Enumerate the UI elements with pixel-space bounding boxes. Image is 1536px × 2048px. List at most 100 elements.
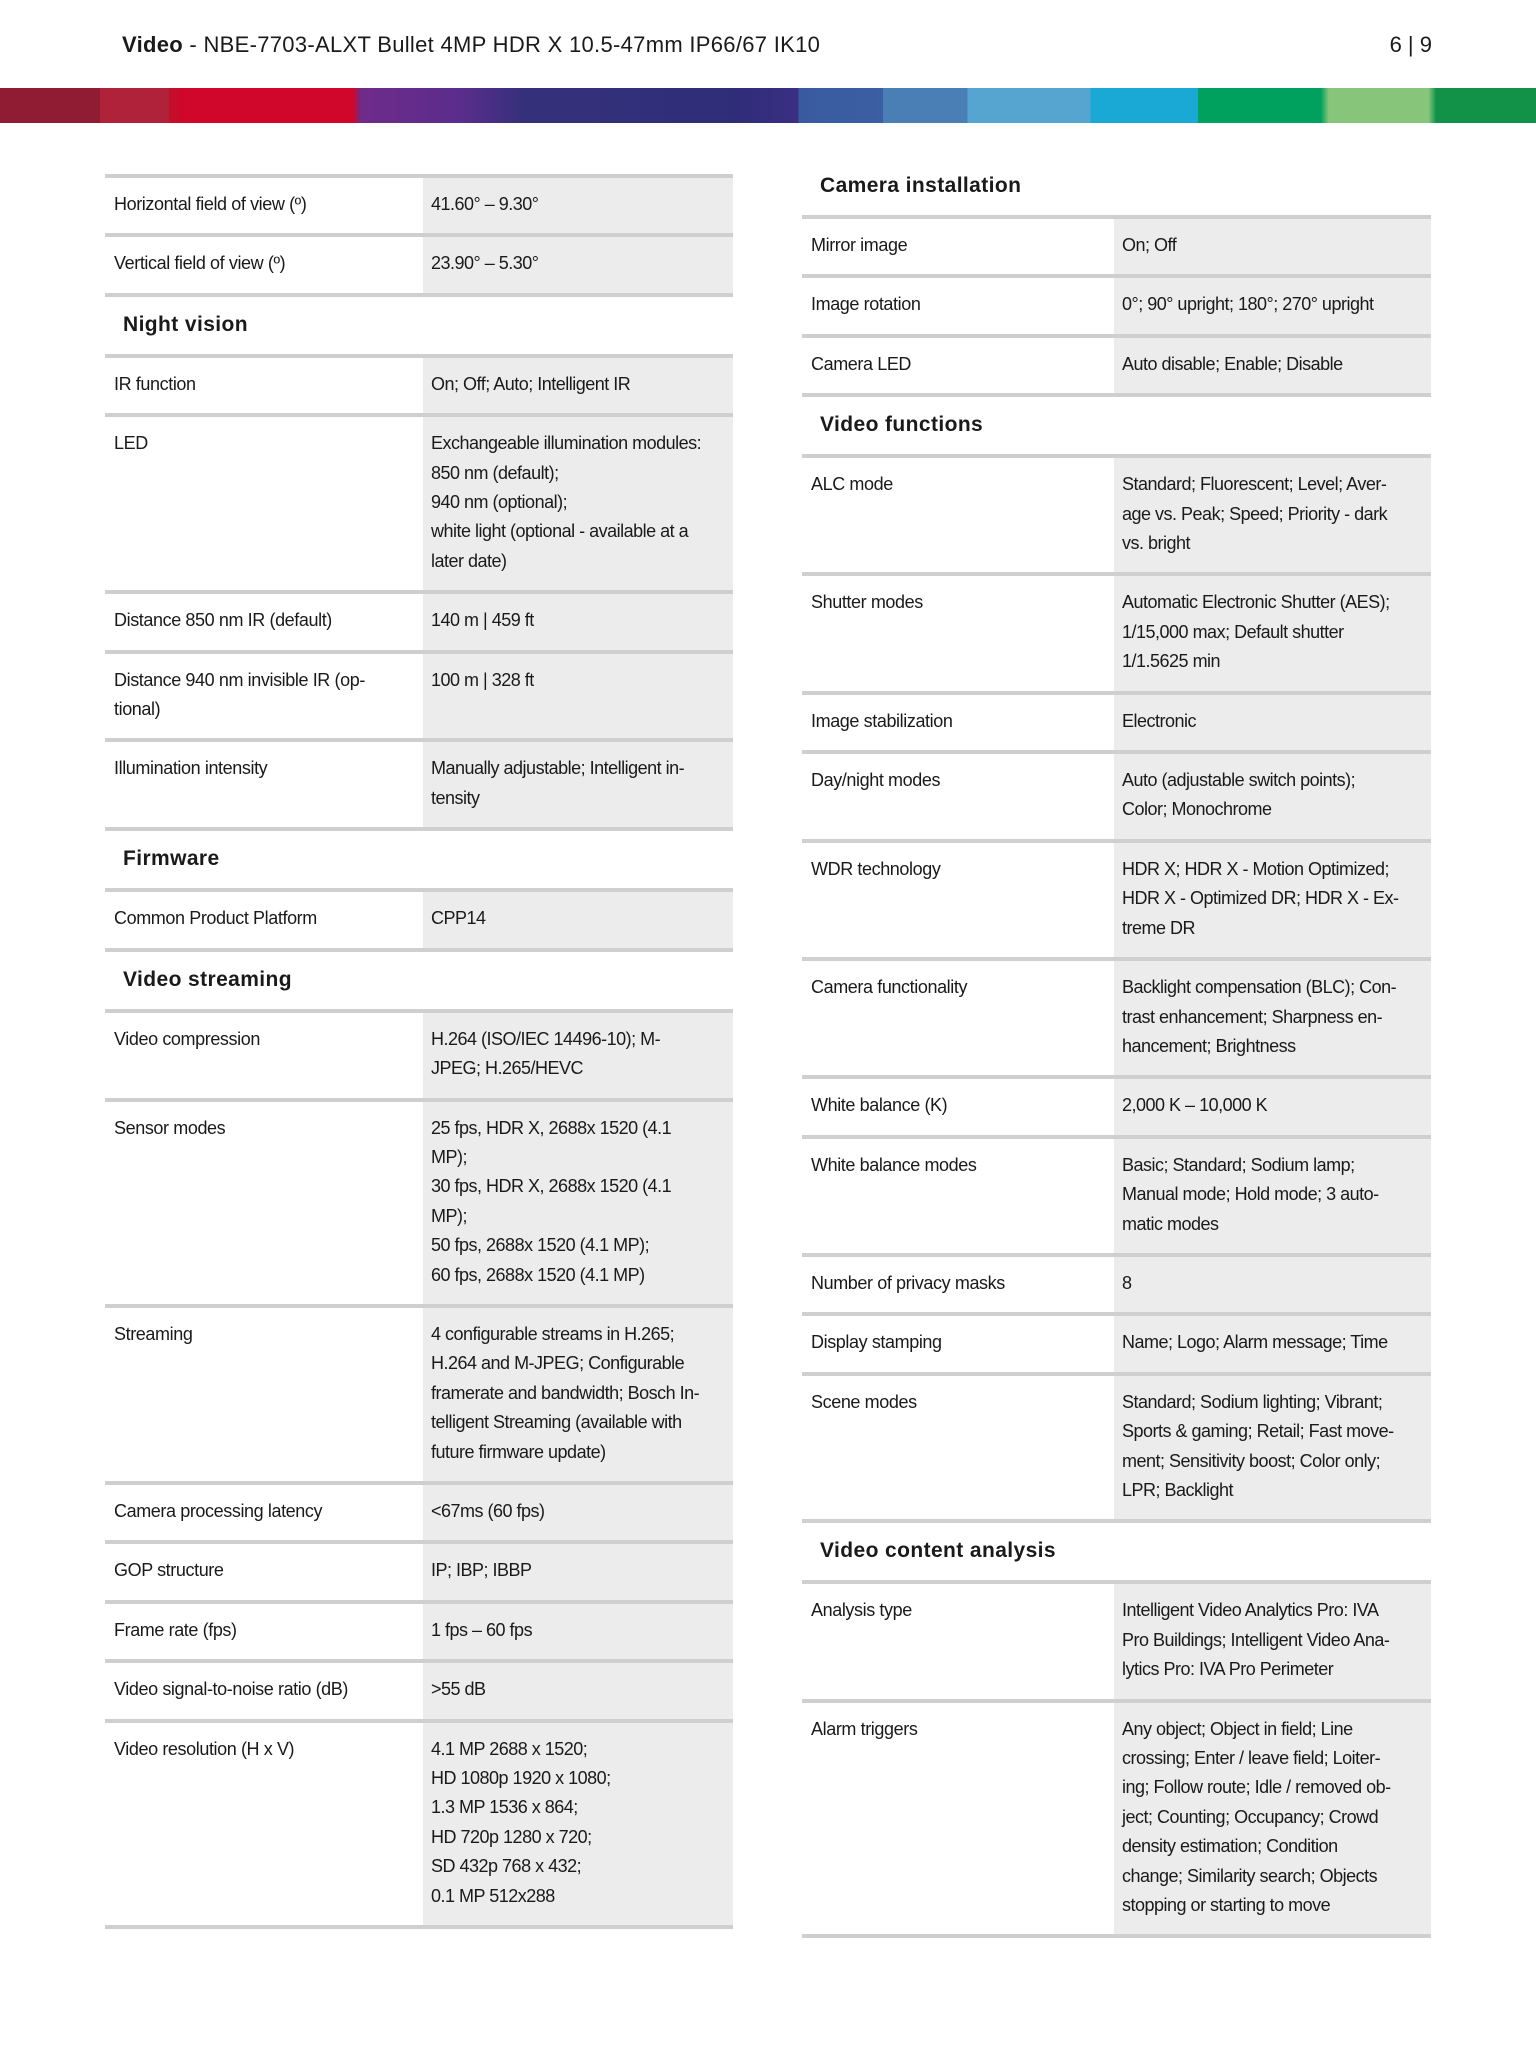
spec-row: Horizontal field of view (º) 41.60° – 9.3…	[105, 174, 733, 234]
document-header: Video - NBE-7703-ALXT Bullet 4MP HDR X 1…	[122, 32, 820, 58]
spec-label: Illumination intensity	[114, 758, 268, 779]
spec-value: Intelligent Video Analytics Pro: IVA Pro…	[1114, 1584, 1431, 1699]
spec-label: LED	[114, 433, 148, 454]
spec-label: White balance (K)	[811, 1095, 948, 1116]
spec-label: WDR technology	[811, 858, 941, 879]
spec-label: Scene modes	[811, 1391, 917, 1412]
spec-label: Distance 940 nm invisible IR (op- tional…	[114, 669, 365, 720]
spec-row: Camera processing latency <67ms (60 fps)	[105, 1480, 733, 1541]
brand-color-bar	[0, 88, 1536, 123]
spec-row: Vertical field of view (º) 23.90° – 5.30°	[105, 233, 733, 293]
spec-value: CPP14	[423, 892, 733, 948]
spec-row: Number of privacy masks 8	[802, 1252, 1431, 1313]
header-product-title: - NBE-7703-ALXT Bullet 4MP HDR X 10.5-47…	[183, 32, 821, 57]
spec-row: Day/night modes Auto (adjustable switch p…	[802, 750, 1431, 839]
spec-row: Video compression H.264 (ISO/IEC 14496-10…	[105, 1008, 733, 1098]
spec-value: Automatic Electronic Shutter (AES); 1/15…	[1114, 576, 1431, 691]
section-heading: Video streaming	[105, 947, 733, 1009]
spec-value: 100 m | 328 ft	[423, 653, 733, 739]
spec-row: Sensor modes 25 fps, HDR X, 2688x 1520 (4…	[105, 1097, 733, 1304]
spec-value: On; Off; Auto; Intelligent IR	[423, 357, 733, 414]
header-category: Video	[122, 32, 184, 57]
spec-label: Common Product Platform	[114, 908, 317, 929]
spec-value: IP; IBP; IBBP	[423, 1544, 733, 1600]
spec-row: ALC mode Standard; Fluorescent; Level; Av…	[802, 454, 1431, 573]
spec-row: Illumination intensity Manually adjustabl…	[105, 738, 733, 828]
spec-row: Mirror image On; Off	[802, 215, 1431, 275]
spec-value: 140 m | 459 ft	[423, 594, 733, 650]
spec-row: Image stabilization Electronic	[802, 690, 1431, 751]
spec-row: Distance 850 nm IR (default) 140 m | 459 …	[105, 590, 733, 650]
spec-row: Alarm triggers Any object; Object in fiel…	[802, 1698, 1431, 1939]
spec-label: Shutter modes	[811, 592, 923, 613]
left-spec-column: Horizontal field of view (º) 41.60° – 9.3…	[105, 174, 733, 1930]
spec-label: Alarm triggers	[811, 1718, 918, 1739]
spec-row: Video resolution (H x V) 4.1 MP 2688 x 15…	[105, 1718, 733, 1930]
section-heading: Camera installation	[820, 174, 1022, 197]
spec-label: White balance modes	[811, 1154, 977, 1175]
spec-label: Frame rate (fps)	[114, 1619, 237, 1640]
spec-value: 4.1 MP 2688 x 1520; HD 1080p 1920 x 1080…	[423, 1722, 733, 1926]
section-heading: Night vision	[105, 292, 733, 354]
section-heading: Firmware	[105, 827, 733, 888]
spec-label: Horizontal field of view (º)	[114, 194, 307, 214]
spec-label: Video signal-to-noise ratio (dB)	[114, 1679, 348, 1700]
spec-row: IR function On; Off; Auto; Intelligent IR	[105, 353, 733, 414]
spec-value: Auto (adjustable switch points); Color; …	[1114, 754, 1431, 839]
spec-label: IR function	[114, 373, 196, 394]
spec-value: On; Off	[1114, 219, 1431, 275]
spec-row: White balance modes Basic; Standard; Sodi…	[802, 1134, 1431, 1253]
spec-label: Vertical field of view (º)	[114, 253, 286, 274]
spec-value: <67ms (60 fps)	[423, 1484, 733, 1541]
spec-label: Camera LED	[811, 353, 912, 374]
spec-value: HDR X; HDR X - Motion Optimized; HDR X -…	[1114, 842, 1431, 958]
spec-label: Camera functionality	[811, 977, 968, 998]
section-heading: Video content analysis	[802, 1519, 1431, 1580]
spec-row: Video signal-to-noise ratio (dB) >55 dB	[105, 1659, 733, 1719]
spec-row: Camera LED Auto disable; Enable; Disable	[802, 333, 1431, 394]
spec-value: >55 dB	[423, 1663, 733, 1719]
spec-label: Analysis type	[811, 1600, 912, 1621]
spec-value: 0°; 90° upright; 180°; 270° upright	[1114, 278, 1431, 334]
spec-value: 2,000 K – 10,000 K	[1114, 1079, 1431, 1135]
spec-value: 25 fps, HDR X, 2688x 1520 (4.1 MP); 30 f…	[423, 1101, 733, 1304]
spec-value: Backlight compensation (BLC); Con- trast…	[1114, 961, 1431, 1076]
spec-row: LED Exchangeable illumination modules: 85…	[105, 413, 733, 591]
spec-row: Streaming 4 configurable streams in H.265…	[105, 1303, 733, 1481]
spec-value: 41.60° – 9.30°	[423, 178, 733, 234]
spec-value: 23.90° – 5.30°	[423, 237, 733, 293]
spec-value: Exchangeable illumination modules: 850 n…	[423, 417, 733, 591]
spec-label: Number of privacy masks	[811, 1272, 1005, 1293]
spec-value: 8	[1114, 1256, 1431, 1313]
spec-row: WDR technology HDR X; HDR X - Motion Opti…	[802, 838, 1431, 958]
spec-row: Analysis type Intelligent Video Analytics…	[802, 1580, 1431, 1699]
spec-value: 4 configurable streams in H.265; H.264 a…	[423, 1307, 733, 1481]
spec-label: Sensor modes	[114, 1117, 226, 1138]
spec-label: ALC mode	[811, 474, 893, 495]
spec-label: Video compression	[114, 1028, 260, 1049]
spec-row: Scene modes Standard; Sodium lighting; Vi…	[802, 1371, 1431, 1520]
spec-row: White balance (K) 2,000 K – 10,000 K	[802, 1075, 1431, 1135]
spec-value: Electronic	[1114, 694, 1431, 751]
spec-label: Distance 850 nm IR (default)	[114, 610, 332, 631]
spec-label: Day/night modes	[811, 770, 941, 791]
spec-row: Common Product Platform CPP14	[105, 888, 733, 948]
spec-value: Any object; Object in field; Line crossi…	[1114, 1702, 1431, 1935]
spec-row: Shutter modes Automatic Electronic Shutte…	[802, 572, 1431, 691]
spec-value: Name; Logo; Alarm message; Time	[1114, 1316, 1431, 1372]
spec-value: Basic; Standard; Sodium lamp; Manual mod…	[1114, 1138, 1431, 1253]
spec-value: Standard; Fluorescent; Level; Aver- age …	[1114, 458, 1431, 573]
page-number: 6 | 9	[1389, 32, 1432, 57]
spec-value: H.264 (ISO/IEC 14496-10); M- JPEG; H.265…	[423, 1012, 733, 1098]
spec-value: Standard; Sodium lighting; Vibrant; Spor…	[1114, 1375, 1431, 1520]
spec-row: Display stamping Name; Logo; Alarm messag…	[802, 1312, 1431, 1372]
spec-row: GOP structure IP; IBP; IBBP	[105, 1540, 733, 1600]
spec-value: Auto disable; Enable; Disable	[1114, 337, 1431, 394]
spec-label: Camera processing latency	[114, 1500, 323, 1521]
section-heading: Video functions	[802, 393, 1431, 454]
spec-label: Streaming	[114, 1323, 193, 1344]
spec-label: Image stabilization	[811, 710, 953, 731]
spec-row: Distance 940 nm invisible IR (op- tional…	[105, 649, 733, 739]
spec-row: Camera functionality Backlight compensati…	[802, 957, 1431, 1076]
spec-label: Image rotation	[811, 294, 921, 315]
